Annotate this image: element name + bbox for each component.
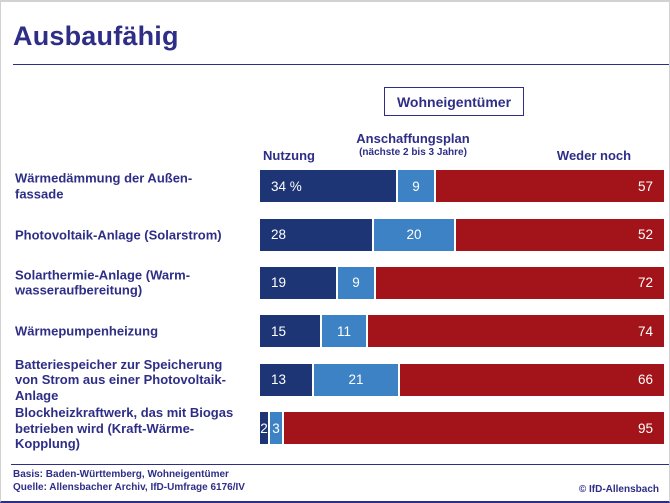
page-title: Ausbaufähig — [13, 21, 179, 51]
group-box: Wohneigentümer — [384, 87, 524, 116]
category-label: Photovoltaik-Anlage (Solarstrom) — [15, 226, 222, 242]
stacked-bar: 28 20 52 — [260, 218, 664, 251]
category-label: Wärmepumpenheizung — [15, 323, 159, 339]
stacked-bar: 15 11 74 — [260, 315, 664, 348]
chart-row: Blockheizkraftwerk, das mit Biogas betri… — [1, 404, 669, 452]
bar-segment-anschaffungsplan: 9 — [338, 266, 374, 299]
bar-value-nutzung: 15 — [271, 323, 287, 339]
bar-value-anschaffungsplan: 21 — [348, 372, 364, 388]
bar-value-weder-noch: 74 — [637, 323, 653, 339]
stacked-bar: 2 3 95 — [260, 412, 664, 445]
bar-value-nutzung: 28 — [271, 227, 287, 243]
footer-quelle: Quelle: Allensbacher Archiv, IfD-Umfrage… — [13, 482, 245, 493]
bar-value-weder-noch: 57 — [637, 178, 653, 194]
bar-segment-anschaffungsplan: 20 — [374, 218, 454, 251]
bar-segment-anschaffungsplan: 11 — [322, 315, 366, 348]
chart-rows: Wärmedämmung der Außen- fassade 34 % 9 5… — [1, 162, 669, 452]
bar-value-anschaffungsplan: 3 — [272, 420, 280, 436]
stacked-bar: 13 21 66 — [260, 363, 664, 396]
column-header-anschaffungsplan-title: Anschaffungsplan — [356, 131, 470, 146]
bar-segment-nutzung: 19 — [260, 266, 336, 299]
bar-segment-weder-noch: 74 — [368, 315, 664, 348]
title-divider — [13, 64, 669, 65]
bar-segment-weder-noch: 66 — [400, 363, 664, 396]
category-label: Blockheizkraftwerk, das mit Biogas betri… — [15, 404, 234, 451]
category-label: Wärmedämmung der Außen- fassade — [15, 170, 193, 202]
footer-basis: Basis: Baden-Württemberg, Wohneigentümer — [13, 469, 229, 480]
bar-segment-anschaffungsplan: 21 — [314, 363, 398, 396]
stacked-bar: 19 9 72 — [260, 266, 664, 299]
category-label: Batteriespeicher zur Speicherung von Str… — [15, 356, 226, 403]
bar-segment-weder-noch: 72 — [376, 266, 664, 299]
category-label: Solarthermie-Anlage (Warm- wasseraufbere… — [15, 267, 191, 298]
column-header-weder-noch: Weder noch — [556, 148, 632, 163]
bar-segment-nutzung: 2 — [260, 412, 268, 445]
bar-segment-anschaffungsplan: 3 — [270, 412, 282, 445]
bar-value-nutzung: 2 — [260, 420, 268, 436]
chart-row: Wärmedämmung der Außen- fassade 34 % 9 5… — [1, 162, 669, 210]
column-header-anschaffungsplan: Anschaffungsplan (nächste 2 bis 3 Jahre) — [339, 132, 487, 159]
bar-value-anschaffungsplan: 9 — [412, 178, 420, 194]
bar-value-nutzung: 19 — [271, 275, 287, 291]
chart-row: Solarthermie-Anlage (Warm- wasseraufbere… — [1, 259, 669, 307]
bar-value-weder-noch: 95 — [637, 420, 653, 436]
bar-value-anschaffungsplan: 20 — [406, 227, 422, 243]
bar-segment-nutzung: 13 — [260, 363, 312, 396]
footer-source: Basis: Baden-Württemberg, Wohneigentümer… — [13, 468, 245, 494]
bar-value-nutzung: 13 — [271, 372, 287, 388]
bar-segment-nutzung: 28 — [260, 218, 372, 251]
chart-row: Photovoltaik-Anlage (Solarstrom) 28 20 5… — [1, 210, 669, 258]
bar-value-weder-noch: 72 — [637, 275, 653, 291]
footer-divider — [11, 464, 669, 465]
bar-segment-anschaffungsplan: 9 — [398, 170, 434, 203]
chart-row: Wärmepumpenheizung 15 11 74 — [1, 307, 669, 355]
bar-segment-weder-noch: 95 — [284, 412, 664, 445]
bar-segment-weder-noch: 57 — [436, 170, 664, 203]
column-header-anschaffungsplan-subtitle: (nächste 2 bis 3 Jahre) — [359, 147, 467, 158]
group-box-label: Wohneigentümer — [396, 93, 512, 110]
bar-segment-nutzung: 34 % — [260, 170, 396, 203]
bar-segment-weder-noch: 52 — [456, 218, 664, 251]
copyright-label: © IfD-Allensbach — [578, 484, 659, 495]
chart-row: Batteriespeicher zur Speicherung von Str… — [1, 356, 669, 404]
stacked-bar: 34 % 9 57 — [260, 170, 664, 203]
bar-value-nutzung: 34 % — [271, 178, 302, 194]
bar-value-anschaffungsplan: 11 — [336, 323, 351, 339]
column-header-nutzung: Nutzung — [263, 148, 315, 163]
bar-segment-nutzung: 15 — [260, 315, 320, 348]
bar-value-weder-noch: 66 — [637, 372, 653, 388]
bar-value-weder-noch: 52 — [637, 227, 653, 243]
bar-value-anschaffungsplan: 9 — [352, 275, 360, 291]
